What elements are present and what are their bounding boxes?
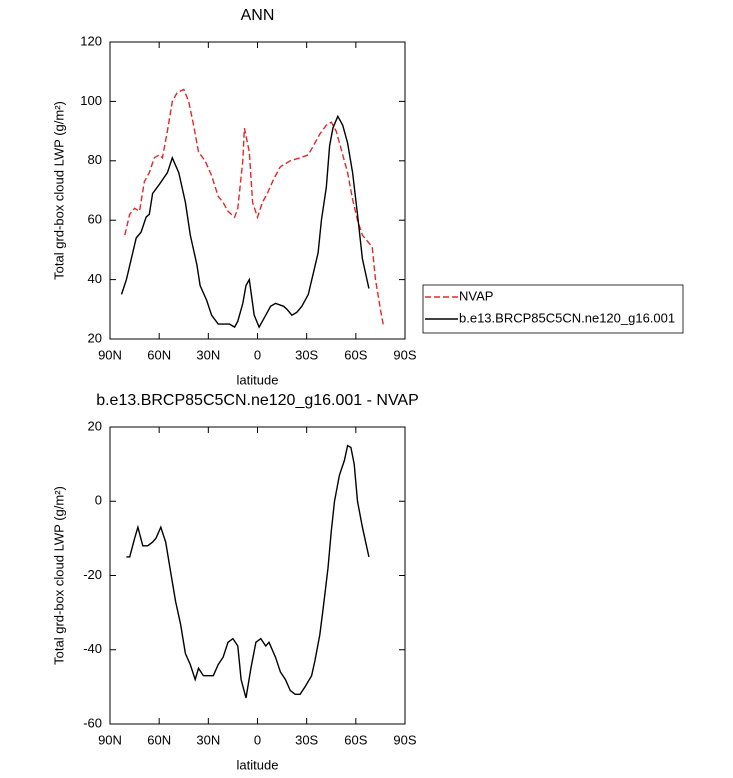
y-tick-label: -20 (83, 567, 102, 582)
x-tick-label: 60N (147, 732, 171, 747)
legend-box (422, 284, 684, 334)
x-tick-label: 30N (196, 347, 220, 362)
y-tick-label: 80 (88, 152, 102, 167)
x-tick-label: 30S (295, 347, 318, 362)
x-tick-label: 0 (254, 347, 261, 362)
legend-label: NVAP (459, 288, 493, 303)
plot-frame (109, 41, 406, 340)
y-tick-label: 120 (80, 33, 102, 48)
y-tick-label: 40 (88, 271, 102, 286)
y-tick-label: 0 (95, 493, 102, 508)
x-tick-label: 60N (147, 347, 171, 362)
y-tick-label: 20 (88, 418, 102, 433)
x-tick-label: 60S (344, 732, 367, 747)
y-tick-label: 60 (88, 212, 102, 227)
chart-title: ANN (241, 7, 275, 24)
x-tick-label: 0 (254, 732, 261, 747)
y-axis-label: Total grd-box cloud LWP (g/m²) (51, 101, 66, 280)
series-line (120, 114, 370, 329)
legend-label: b.e13.BRCP85C5CN.ne120_g16.001 (459, 310, 675, 325)
x-tick-label: 90N (98, 347, 122, 362)
y-axis-label: Total grd-box cloud LWP (g/m²) (51, 486, 66, 665)
x-axis-label: latitude (237, 372, 279, 387)
x-tick-label: 60S (344, 347, 367, 362)
series-line (124, 88, 385, 328)
x-axis-label: latitude (237, 757, 279, 772)
y-tick-label: -40 (83, 641, 102, 656)
y-tick-label: -60 (83, 715, 102, 730)
x-tick-label: 30N (196, 732, 220, 747)
series-line (126, 444, 370, 699)
chart-title: b.e13.BRCP85C5CN.ne120_g16.001 - NVAP (96, 392, 419, 409)
x-tick-label: 30S (295, 732, 318, 747)
y-tick-label: 20 (88, 330, 102, 345)
x-tick-label: 90N (98, 732, 122, 747)
x-tick-label: 90S (393, 347, 416, 362)
y-tick-label: 100 (80, 93, 102, 108)
x-tick-label: 90S (393, 732, 416, 747)
plot-frame (109, 426, 406, 725)
